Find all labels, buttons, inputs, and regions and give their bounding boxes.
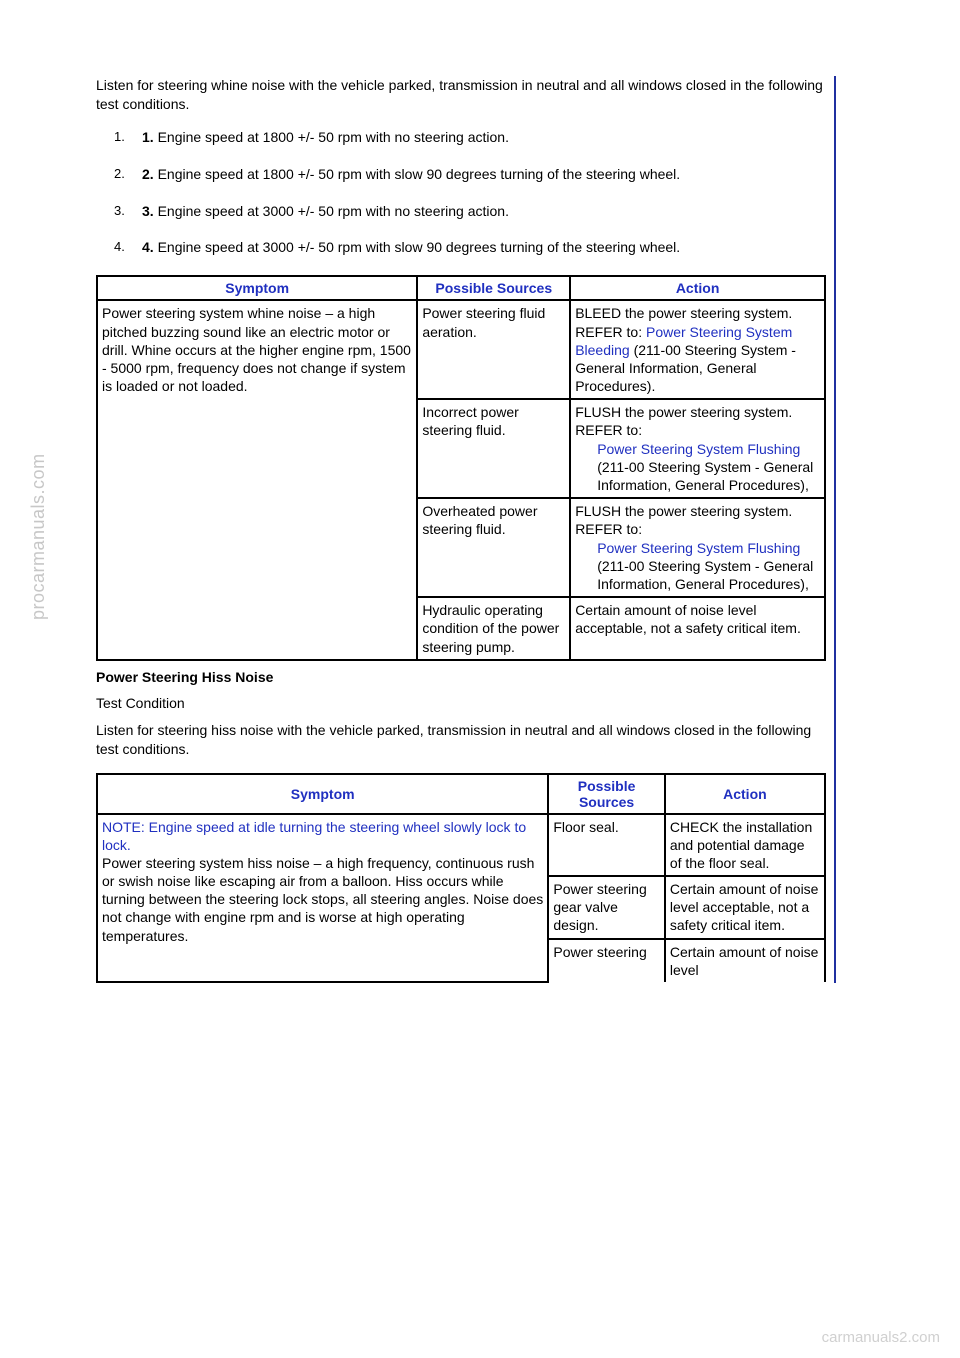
table-row: Power steering system whine noise – a hi… [97, 300, 825, 399]
source-cell: Floor seal. [548, 814, 664, 877]
step-2: 2. 2. Engine speed at 1800 +/- 50 rpm wit… [114, 165, 826, 184]
source-cell: Overheated power steering fluid. [417, 498, 570, 597]
symptom-body: Power steering system hiss noise – a hig… [102, 855, 543, 944]
intro2-paragraph: Listen for steering hiss noise with the … [96, 721, 826, 759]
action-cell: Certain amount of noise level acceptable… [665, 876, 825, 939]
step-index: 4. [114, 238, 125, 256]
action-pre: FLUSH the power steering system. REFER t… [575, 404, 792, 438]
test-steps-list: 1. 1. Engine speed at 1800 +/- 50 rpm wit… [96, 128, 826, 258]
action-cell: BLEED the power steering system. REFER t… [570, 300, 825, 399]
action-cell: FLUSH the power steering system. REFER t… [570, 399, 825, 498]
action-cell: FLUSH the power steering system. REFER t… [570, 498, 825, 597]
step-bold: 1. [142, 129, 154, 145]
symptom-note: NOTE: Engine speed at idle turning the s… [102, 819, 526, 853]
diagnostic-table-1: Symptom Possible Sources Action Power st… [96, 275, 826, 660]
action-post: (211-00 Steering System - General Inform… [597, 459, 813, 493]
source-cell: Power steering fluid aeration. [417, 300, 570, 399]
hiss-noise-heading: Power Steering Hiss Noise [96, 669, 826, 685]
step-bold: 2. [142, 166, 154, 182]
step-index: 1. [114, 128, 125, 146]
action-pre: FLUSH the power steering system. REFER t… [575, 503, 792, 537]
symptom-cell: NOTE: Engine speed at idle turning the s… [97, 814, 548, 983]
step-text: Engine speed at 1800 +/- 50 rpm with slo… [154, 166, 681, 182]
th-symptom: Symptom [97, 276, 417, 300]
step-text: Engine speed at 1800 +/- 50 rpm with no … [154, 129, 509, 145]
watermark-left: procarmanuals.com [28, 453, 49, 620]
document-content: Listen for steering whine noise with the… [96, 76, 836, 983]
step-3: 3. 3. Engine speed at 3000 +/- 50 rpm wit… [114, 202, 826, 221]
test-condition-label: Test Condition [96, 695, 826, 711]
step-bold: 4. [142, 239, 154, 255]
step-text: Engine speed at 3000 +/- 50 rpm with no … [154, 203, 509, 219]
step-text: Engine speed at 3000 +/- 50 rpm with slo… [154, 239, 681, 255]
source-cell: Power steering gear valve design. [548, 876, 664, 939]
action-cell: Certain amount of noise level [665, 939, 825, 982]
th-action: Action [570, 276, 825, 300]
action-cell: Certain amount of noise level acceptable… [570, 597, 825, 660]
action-link[interactable]: Power Steering System Flushing [597, 441, 800, 457]
step-4: 4. 4. Engine speed at 3000 +/- 50 rpm wit… [114, 238, 826, 257]
action-post: (211-00 Steering System - General Inform… [597, 558, 813, 592]
source-cell: Hydraulic operating condition of the pow… [417, 597, 570, 660]
symptom-cell: Power steering system whine noise – a hi… [97, 300, 417, 659]
source-cell: Power steering [548, 939, 664, 982]
step-index: 2. [114, 165, 125, 183]
th-symptom: Symptom [97, 774, 548, 814]
diagnostic-table-2: Symptom Possible Sources Action NOTE: En… [96, 773, 826, 984]
th-sources: Possible Sources [417, 276, 570, 300]
step-bold: 3. [142, 203, 154, 219]
th-action: Action [665, 774, 825, 814]
watermark-bottom: carmanuals2.com [822, 1329, 940, 1346]
step-index: 3. [114, 202, 125, 220]
step-1: 1. 1. Engine speed at 1800 +/- 50 rpm wit… [114, 128, 826, 147]
th-sources: Possible Sources [548, 774, 664, 814]
action-link[interactable]: Power Steering System Flushing [597, 540, 800, 556]
source-cell: Incorrect power steering fluid. [417, 399, 570, 498]
action-cell: CHECK the installation and potential dam… [665, 814, 825, 877]
intro-paragraph: Listen for steering whine noise with the… [96, 76, 826, 114]
table-row: NOTE: Engine speed at idle turning the s… [97, 814, 825, 877]
